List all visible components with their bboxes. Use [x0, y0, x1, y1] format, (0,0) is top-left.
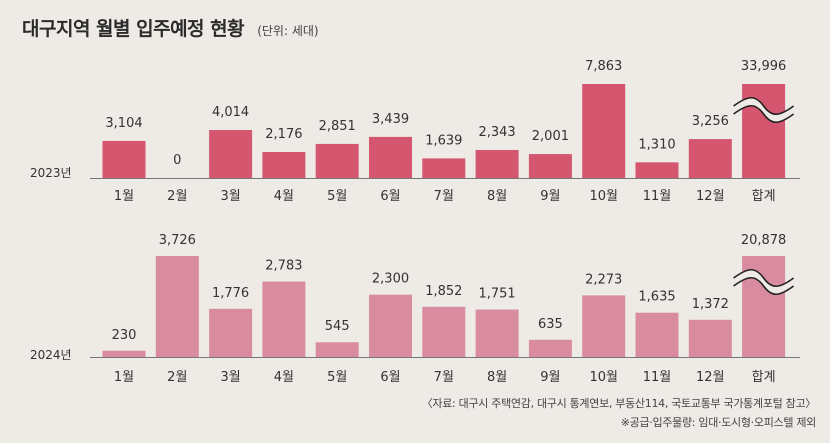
category-label: 2월	[167, 370, 187, 385]
bar	[315, 143, 359, 178]
value-label: 1,852	[425, 284, 462, 299]
value-label: 1,310	[638, 137, 675, 152]
category-label: 5월	[327, 370, 347, 385]
bar	[582, 84, 626, 178]
value-label: 2,783	[265, 259, 302, 274]
category-label: 3월	[220, 370, 240, 385]
category-label: 9월	[540, 189, 560, 204]
value-label: 1,751	[478, 287, 515, 302]
category-label: 12월	[696, 189, 725, 204]
exclusion-note: ※공급·입주물량: 임대·도시형·오피스텔 제외	[620, 416, 817, 429]
bar	[369, 136, 412, 178]
category-label: 5월	[327, 189, 347, 204]
value-label: 3,256	[692, 114, 729, 129]
category-label: 합계	[752, 189, 776, 204]
value-label: 2,343	[478, 125, 515, 140]
source-note: 〈자료: 대구시 주택연감, 대구시 통계연보, 부동산114, 국토교통부 국…	[421, 397, 817, 410]
bar	[102, 350, 146, 357]
bar	[635, 312, 679, 357]
category-label: 1월	[114, 370, 134, 385]
category-label: 10월	[589, 189, 618, 204]
value-label: 2,300	[372, 272, 409, 287]
value-label: 3,726	[159, 233, 196, 248]
axis-break-line	[733, 268, 795, 288]
panel-2024년: 2024년 230 1월 3,726 2월 1,776 3월 2,783 4월 545 5월 2,30…	[30, 233, 800, 385]
bar	[262, 281, 306, 357]
value-label: 0	[173, 153, 181, 168]
series-year-label: 2024년	[30, 348, 72, 362]
bar	[635, 162, 679, 178]
category-label: 8월	[487, 189, 507, 204]
bar	[688, 139, 732, 178]
chart-title: 대구지역 월별 입주예정 현황	[22, 18, 245, 40]
value-label: 3,439	[372, 112, 409, 127]
bar	[582, 295, 626, 357]
bar	[209, 130, 253, 178]
category-label: 11월	[643, 370, 672, 385]
bar	[475, 309, 519, 357]
category-label: 4월	[274, 370, 294, 385]
axis-break-gap	[733, 97, 794, 123]
title-block: 대구지역 월별 입주예정 현황 (단위: 세대)	[22, 14, 319, 41]
bar	[315, 342, 359, 357]
category-label: 9월	[540, 370, 560, 385]
value-label: 2,001	[532, 129, 569, 144]
category-label: 4월	[274, 189, 294, 204]
bar	[422, 306, 466, 357]
bar	[475, 149, 519, 178]
category-label: 8월	[487, 370, 507, 385]
value-label: 20,878	[741, 233, 787, 248]
axis-break-gap	[733, 269, 794, 295]
category-label: 1월	[114, 189, 134, 204]
value-label: 230	[112, 328, 137, 343]
bar	[155, 256, 199, 357]
bar	[528, 339, 572, 357]
category-label: 10월	[589, 370, 618, 385]
bar	[102, 140, 146, 178]
bar	[369, 294, 412, 357]
category-label: 6월	[380, 370, 400, 385]
axis-break-line	[733, 104, 795, 124]
category-label: 3월	[220, 189, 240, 204]
value-label: 4,014	[212, 105, 249, 120]
bar	[422, 158, 466, 178]
value-label: 33,996	[741, 59, 787, 74]
bar	[209, 308, 253, 357]
value-label: 1,639	[425, 133, 462, 148]
panel-2023년: 2023년 3,104 1월 0 2월 4,014 3월 2,176 4월 2,851 5월 3,43…	[30, 59, 800, 204]
category-label: 12월	[696, 370, 725, 385]
unit-label: (단위: 세대)	[257, 24, 319, 38]
series-year-label: 2023년	[30, 166, 72, 180]
value-label: 635	[538, 317, 563, 332]
value-label: 1,776	[212, 286, 249, 301]
value-label: 7,863	[585, 59, 622, 74]
category-label: 합계	[752, 370, 776, 385]
value-label: 3,104	[105, 116, 142, 131]
value-label: 2,273	[585, 272, 622, 287]
axis-break-line	[733, 96, 795, 116]
category-label: 6월	[380, 189, 400, 204]
category-label: 2월	[167, 189, 187, 204]
value-label: 545	[325, 319, 350, 334]
bar	[688, 319, 732, 357]
value-label: 2,176	[265, 127, 302, 142]
category-label: 7월	[434, 189, 454, 204]
value-label: 2,851	[319, 119, 356, 134]
bar	[262, 151, 306, 178]
value-label: 1,635	[638, 290, 675, 305]
bar	[528, 154, 572, 178]
category-label: 11월	[643, 189, 672, 204]
value-label: 1,372	[692, 297, 729, 312]
axis-break-line	[733, 276, 795, 296]
category-label: 7월	[434, 370, 454, 385]
